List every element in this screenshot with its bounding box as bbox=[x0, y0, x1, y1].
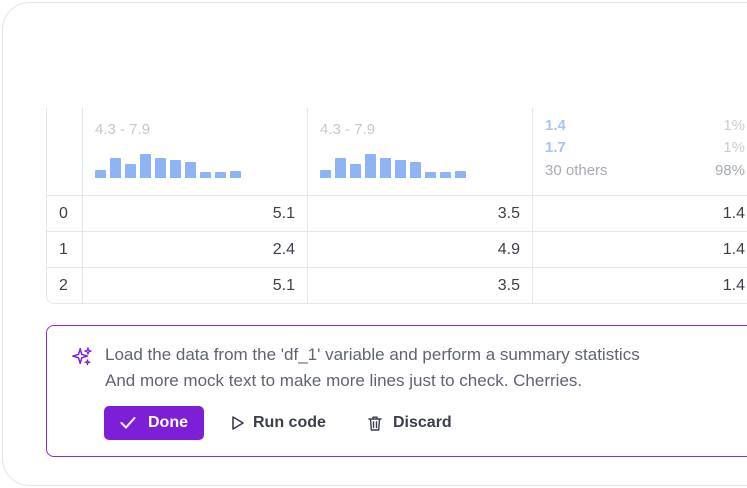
table-cell[interactable]: 5.1 bbox=[272, 277, 295, 294]
ai-prompt-panel: Load the data from the 'df_1' variable a… bbox=[46, 325, 747, 457]
row-index: 0 bbox=[59, 205, 68, 222]
play-icon bbox=[232, 416, 244, 430]
table-cell[interactable]: 1.4 bbox=[722, 205, 745, 222]
histogram-bar bbox=[410, 162, 421, 178]
sparkles-icon bbox=[72, 347, 92, 366]
histogram-bar bbox=[380, 158, 391, 178]
row-divider bbox=[47, 195, 747, 196]
histogram-bar bbox=[125, 164, 136, 178]
discard-label: Discard bbox=[393, 414, 452, 431]
trash-icon bbox=[368, 416, 382, 431]
table-cell[interactable]: 4.9 bbox=[497, 241, 520, 258]
others-percent: 98% bbox=[714, 162, 745, 179]
column-range: 4.3 - 7.9 bbox=[95, 121, 151, 138]
table-cell[interactable]: 3.5 bbox=[497, 205, 520, 222]
prompt-text-line: And more mock text to make more lines ju… bbox=[105, 371, 583, 390]
histogram-bar bbox=[155, 158, 166, 178]
table-cell[interactable]: 2.4 bbox=[272, 241, 295, 258]
histogram-bar bbox=[170, 160, 181, 178]
histogram-bar bbox=[335, 158, 346, 178]
column-divider bbox=[307, 108, 308, 303]
run-code-label: Run code bbox=[253, 414, 326, 431]
histogram-bar bbox=[95, 170, 106, 178]
column-divider bbox=[82, 108, 83, 303]
done-button[interactable]: Done bbox=[104, 406, 204, 440]
top-value: 1.7 bbox=[545, 139, 566, 156]
row-divider bbox=[47, 267, 747, 268]
top-value-percent: 1% bbox=[723, 139, 745, 156]
run-code-button[interactable]: Run code bbox=[231, 406, 341, 440]
histogram-bar bbox=[350, 164, 361, 178]
table-cell[interactable]: 1.4 bbox=[722, 277, 745, 294]
histogram-bar bbox=[395, 160, 406, 178]
column-range: 4.3 - 7.9 bbox=[320, 121, 376, 138]
histogram-bar bbox=[140, 154, 151, 178]
done-label: Done bbox=[148, 414, 188, 431]
histogram-bar bbox=[185, 162, 196, 178]
table-cell[interactable]: 1.4 bbox=[722, 241, 745, 258]
histogram-bar bbox=[455, 171, 466, 178]
histogram-bar bbox=[200, 172, 211, 178]
top-value-percent: 1% bbox=[723, 117, 745, 134]
histogram-bar bbox=[215, 172, 226, 178]
histogram-bar bbox=[425, 172, 436, 178]
histogram-bar bbox=[110, 158, 121, 178]
discard-button[interactable]: Discard bbox=[367, 406, 467, 440]
histogram-bar bbox=[365, 154, 376, 178]
column-histogram bbox=[95, 154, 245, 178]
row-index: 2 bbox=[59, 277, 68, 294]
histogram-bar bbox=[230, 171, 241, 178]
data-table: 4.3 - 7.9 4.3 - 7.9 1.4 1% 1.7 1% 30 oth… bbox=[46, 108, 747, 304]
histogram-bar bbox=[440, 172, 451, 178]
column-divider bbox=[532, 108, 533, 303]
check-icon bbox=[120, 417, 136, 429]
top-value: 1.4 bbox=[545, 117, 566, 134]
column-histogram bbox=[320, 154, 470, 178]
prompt-text-line: Load the data from the 'df_1' variable a… bbox=[105, 345, 640, 364]
table-cell[interactable]: 3.5 bbox=[497, 277, 520, 294]
table-cell[interactable]: 5.1 bbox=[272, 205, 295, 222]
others-label: 30 others bbox=[545, 162, 608, 179]
row-index: 1 bbox=[59, 241, 68, 258]
row-divider bbox=[47, 231, 747, 232]
histogram-bar bbox=[320, 170, 331, 178]
